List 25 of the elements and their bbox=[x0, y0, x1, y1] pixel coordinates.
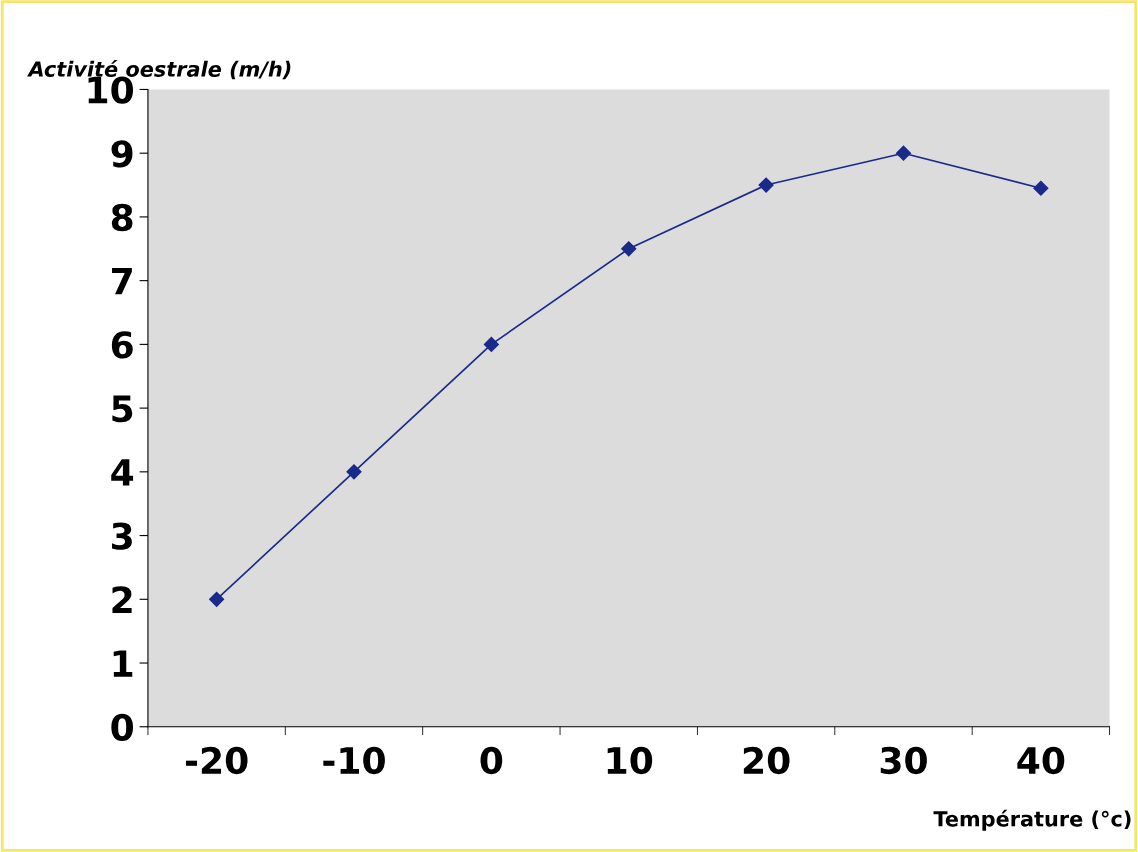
point bbox=[621, 241, 637, 257]
y-tick-label: 1 bbox=[113, 650, 133, 677]
point bbox=[895, 145, 912, 161]
x-axis-title: Température (°c) bbox=[933, 809, 1131, 831]
x-tick-label: 10 bbox=[607, 746, 653, 775]
y-tick-label: 0 bbox=[111, 713, 134, 741]
point bbox=[209, 591, 225, 607]
point bbox=[483, 336, 499, 352]
point bbox=[346, 464, 362, 480]
point bbox=[1033, 180, 1049, 196]
y-tick-label: 3 bbox=[112, 522, 132, 550]
x-tick-label: -10 bbox=[323, 746, 385, 775]
y-tick-label: 6 bbox=[111, 331, 133, 359]
y-tick-label: 8 bbox=[111, 203, 133, 232]
x-tick-label: 20 bbox=[743, 746, 790, 775]
x-tick-label: 30 bbox=[880, 746, 927, 775]
y-tick-label: 9 bbox=[111, 140, 133, 168]
x-tick-label: 40 bbox=[1017, 746, 1065, 775]
y-tick-label: 2 bbox=[112, 586, 132, 614]
x-tick-label: -20 bbox=[185, 746, 248, 775]
point bbox=[758, 177, 774, 193]
y-tick-label: 4 bbox=[111, 459, 134, 486]
x-tick-label: 0 bbox=[480, 746, 503, 775]
y-tick-label: 5 bbox=[112, 395, 133, 423]
y-tick-label: 7 bbox=[112, 268, 132, 295]
